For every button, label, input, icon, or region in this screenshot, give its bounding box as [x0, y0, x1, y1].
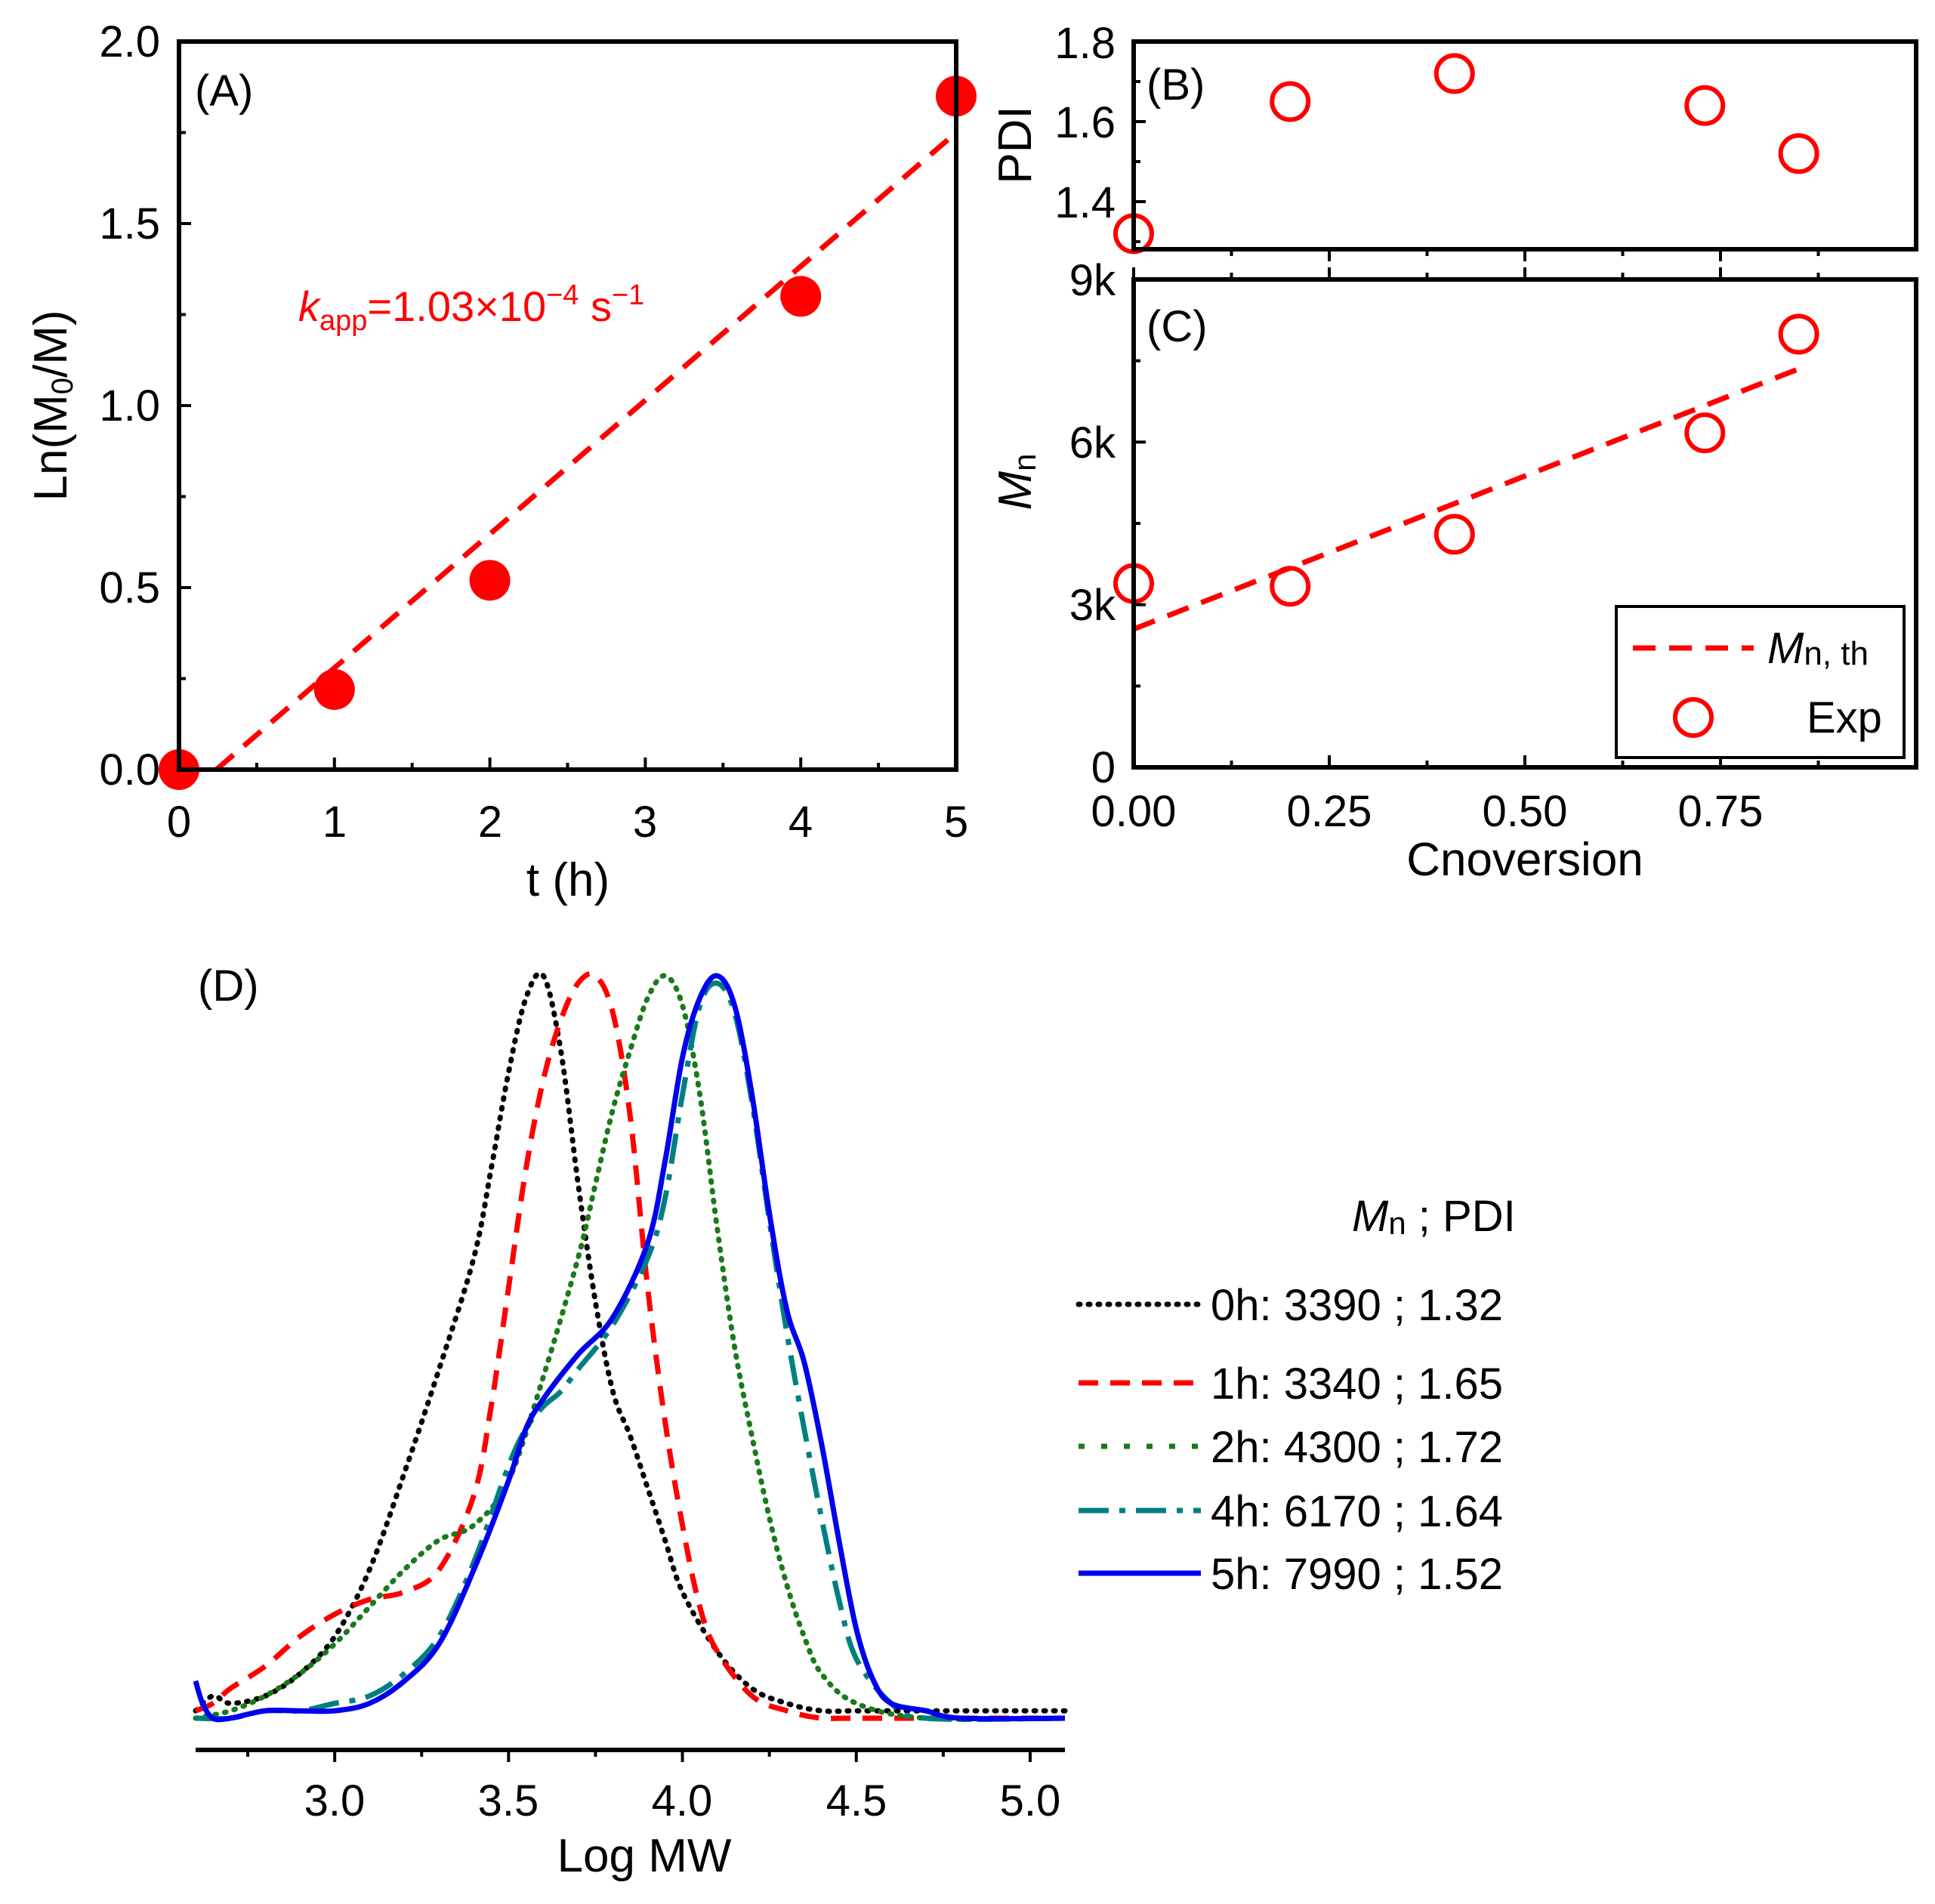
b-data-points	[1113, 53, 1819, 255]
d-series-line-1	[194, 971, 1065, 1722]
d-legend-label-2h: 2h: 4300 ; 1.72	[1211, 1423, 1503, 1472]
d-x-tick-labels: 3.0 3.5 4.0 4.5 5.0	[304, 1776, 1061, 1825]
c-x-tick-label: 0.50	[1483, 787, 1568, 836]
a-data-point	[313, 668, 355, 710]
c-y-tick-labels: 0 3k 6k 9k	[1069, 256, 1116, 792]
c-data-point	[1434, 514, 1475, 555]
a-data-points	[159, 76, 977, 790]
b-data-point	[1270, 81, 1311, 122]
a-y-tick-label: 2.0	[99, 17, 160, 66]
c-y-tick-label: 0	[1091, 743, 1116, 792]
panel-c: 0.00 0.25 0.50 0.75 0 3k 6k 9k Cnoversio…	[989, 256, 1918, 886]
c-data-points	[1113, 313, 1819, 607]
d-series-line-0	[193, 971, 1068, 1714]
a-y-tick-label: 1.5	[99, 199, 160, 248]
c-legend: Mn, th Exp	[1615, 605, 1906, 759]
panel-b: 1.4 1.6 1.8 PDI (B)	[989, 19, 1918, 261]
a-data-point	[469, 560, 511, 601]
a-y-tick-label: 1.0	[99, 381, 160, 430]
d-x-tick-label: 3.5	[478, 1776, 539, 1825]
b-data-point	[1684, 85, 1726, 126]
b-ticks	[1134, 80, 1820, 261]
c-panel-label: (C)	[1146, 302, 1208, 351]
d-series-group	[193, 971, 1068, 1723]
c-x-axis-title: Cnoversion	[1406, 834, 1643, 886]
d-series-line-4	[193, 973, 1066, 1723]
d-legend-label-5h: 5h: 7990 ; 1.52	[1211, 1550, 1503, 1599]
b-data-point	[1778, 133, 1819, 174]
b-axes-frame	[1131, 39, 1918, 252]
d-x-tick-label: 5.0	[1000, 1776, 1061, 1825]
a-axes-frame	[177, 39, 958, 772]
a-y-axis-title: Ln(M0/M)	[25, 310, 79, 501]
a-fit-line	[214, 130, 958, 772]
a-ticks	[177, 40, 958, 771]
c-data-point	[1778, 313, 1819, 355]
panel-d: 3.0 3.5 4.0 4.5 5.0 Log MW (D) Mn ; PDI …	[193, 961, 1516, 1882]
a-panel-label: (A)	[195, 66, 253, 116]
c-x-tick-label: 0.00	[1091, 787, 1177, 836]
a-rate-annotation: kapp=1.03×10−4 s−1	[298, 279, 644, 337]
d-ticks	[246, 1750, 1032, 1762]
c-fit-segment	[1132, 366, 1800, 632]
a-x-axis-title: t (h)	[526, 854, 610, 906]
c-legend-box	[1615, 605, 1906, 759]
c-fit-line	[1132, 366, 1800, 632]
c-legend-exp-swatch	[1673, 697, 1714, 738]
a-x-tick-label: 0	[167, 798, 191, 847]
c-y-axis-title: Mn	[989, 453, 1042, 510]
a-data-point	[780, 276, 822, 317]
b-panel-label: (B)	[1146, 60, 1205, 110]
c-y-tick-label: 3k	[1069, 581, 1116, 630]
d-series-line-2	[193, 973, 1068, 1722]
d-legend: Mn ; PDI 0h: 3390 ; 1.32 1h: 3340 ; 1.65…	[1076, 1192, 1516, 1599]
c-x-tick-label: 0.75	[1678, 787, 1764, 836]
d-legend-label-4h: 4h: 6170 ; 1.64	[1211, 1487, 1503, 1536]
a-x-tick-label: 5	[944, 798, 968, 847]
c-data-point	[1270, 566, 1311, 607]
c-ticks	[1132, 267, 1820, 769]
b-y-tick-labels: 1.4 1.6 1.8	[1054, 19, 1116, 227]
a-y-tick-label: 0.0	[99, 745, 160, 795]
a-y-tick-label: 0.5	[99, 563, 160, 613]
d-x-tick-label: 3.0	[304, 1776, 366, 1825]
b-y-tick-label: 1.6	[1054, 98, 1116, 147]
d-legend-label-0h: 0h: 3390 ; 1.32	[1211, 1281, 1503, 1330]
b-y-axis-title: PDI	[989, 106, 1042, 184]
c-y-tick-label: 6k	[1069, 418, 1116, 468]
c-legend-exp-label: Exp	[1807, 693, 1882, 742]
c-legend-fit-label: Mn, th	[1767, 624, 1869, 673]
c-x-tick-labels: 0.00 0.25 0.50 0.75	[1091, 787, 1764, 836]
b-y-tick-label: 1.8	[1054, 19, 1116, 68]
a-x-tick-label: 4	[789, 798, 813, 847]
panel-a: 0 1 2 3 4 5 0.0 0.5 1.0 1.5 2.0 t (h) Ln…	[25, 17, 977, 906]
d-x-tick-label: 4.5	[826, 1776, 887, 1825]
a-fit-segment	[214, 130, 958, 772]
a-x-tick-label: 3	[633, 798, 657, 847]
a-x-tick-label: 2	[478, 798, 502, 847]
d-series-line-3	[195, 980, 1066, 1722]
b-y-tick-label: 1.4	[1054, 178, 1116, 227]
b-data-point	[1434, 53, 1475, 94]
c-x-tick-label: 0.25	[1287, 787, 1372, 836]
d-x-axis-title: Log MW	[557, 1830, 732, 1882]
c-y-tick-label: 9k	[1069, 256, 1116, 305]
d-panel-label: (D)	[198, 961, 259, 1011]
d-legend-label-1h: 1h: 3340 ; 1.65	[1211, 1359, 1503, 1409]
a-y-tick-labels: 0.0 0.5 1.0 1.5 2.0	[99, 17, 160, 795]
d-legend-title: Mn ; PDI	[1352, 1192, 1516, 1241]
d-x-tick-label: 4.0	[652, 1776, 713, 1825]
c-data-point	[1684, 412, 1726, 454]
a-x-tick-labels: 0 1 2 3 4 5	[167, 798, 968, 847]
a-x-tick-label: 1	[322, 798, 347, 847]
